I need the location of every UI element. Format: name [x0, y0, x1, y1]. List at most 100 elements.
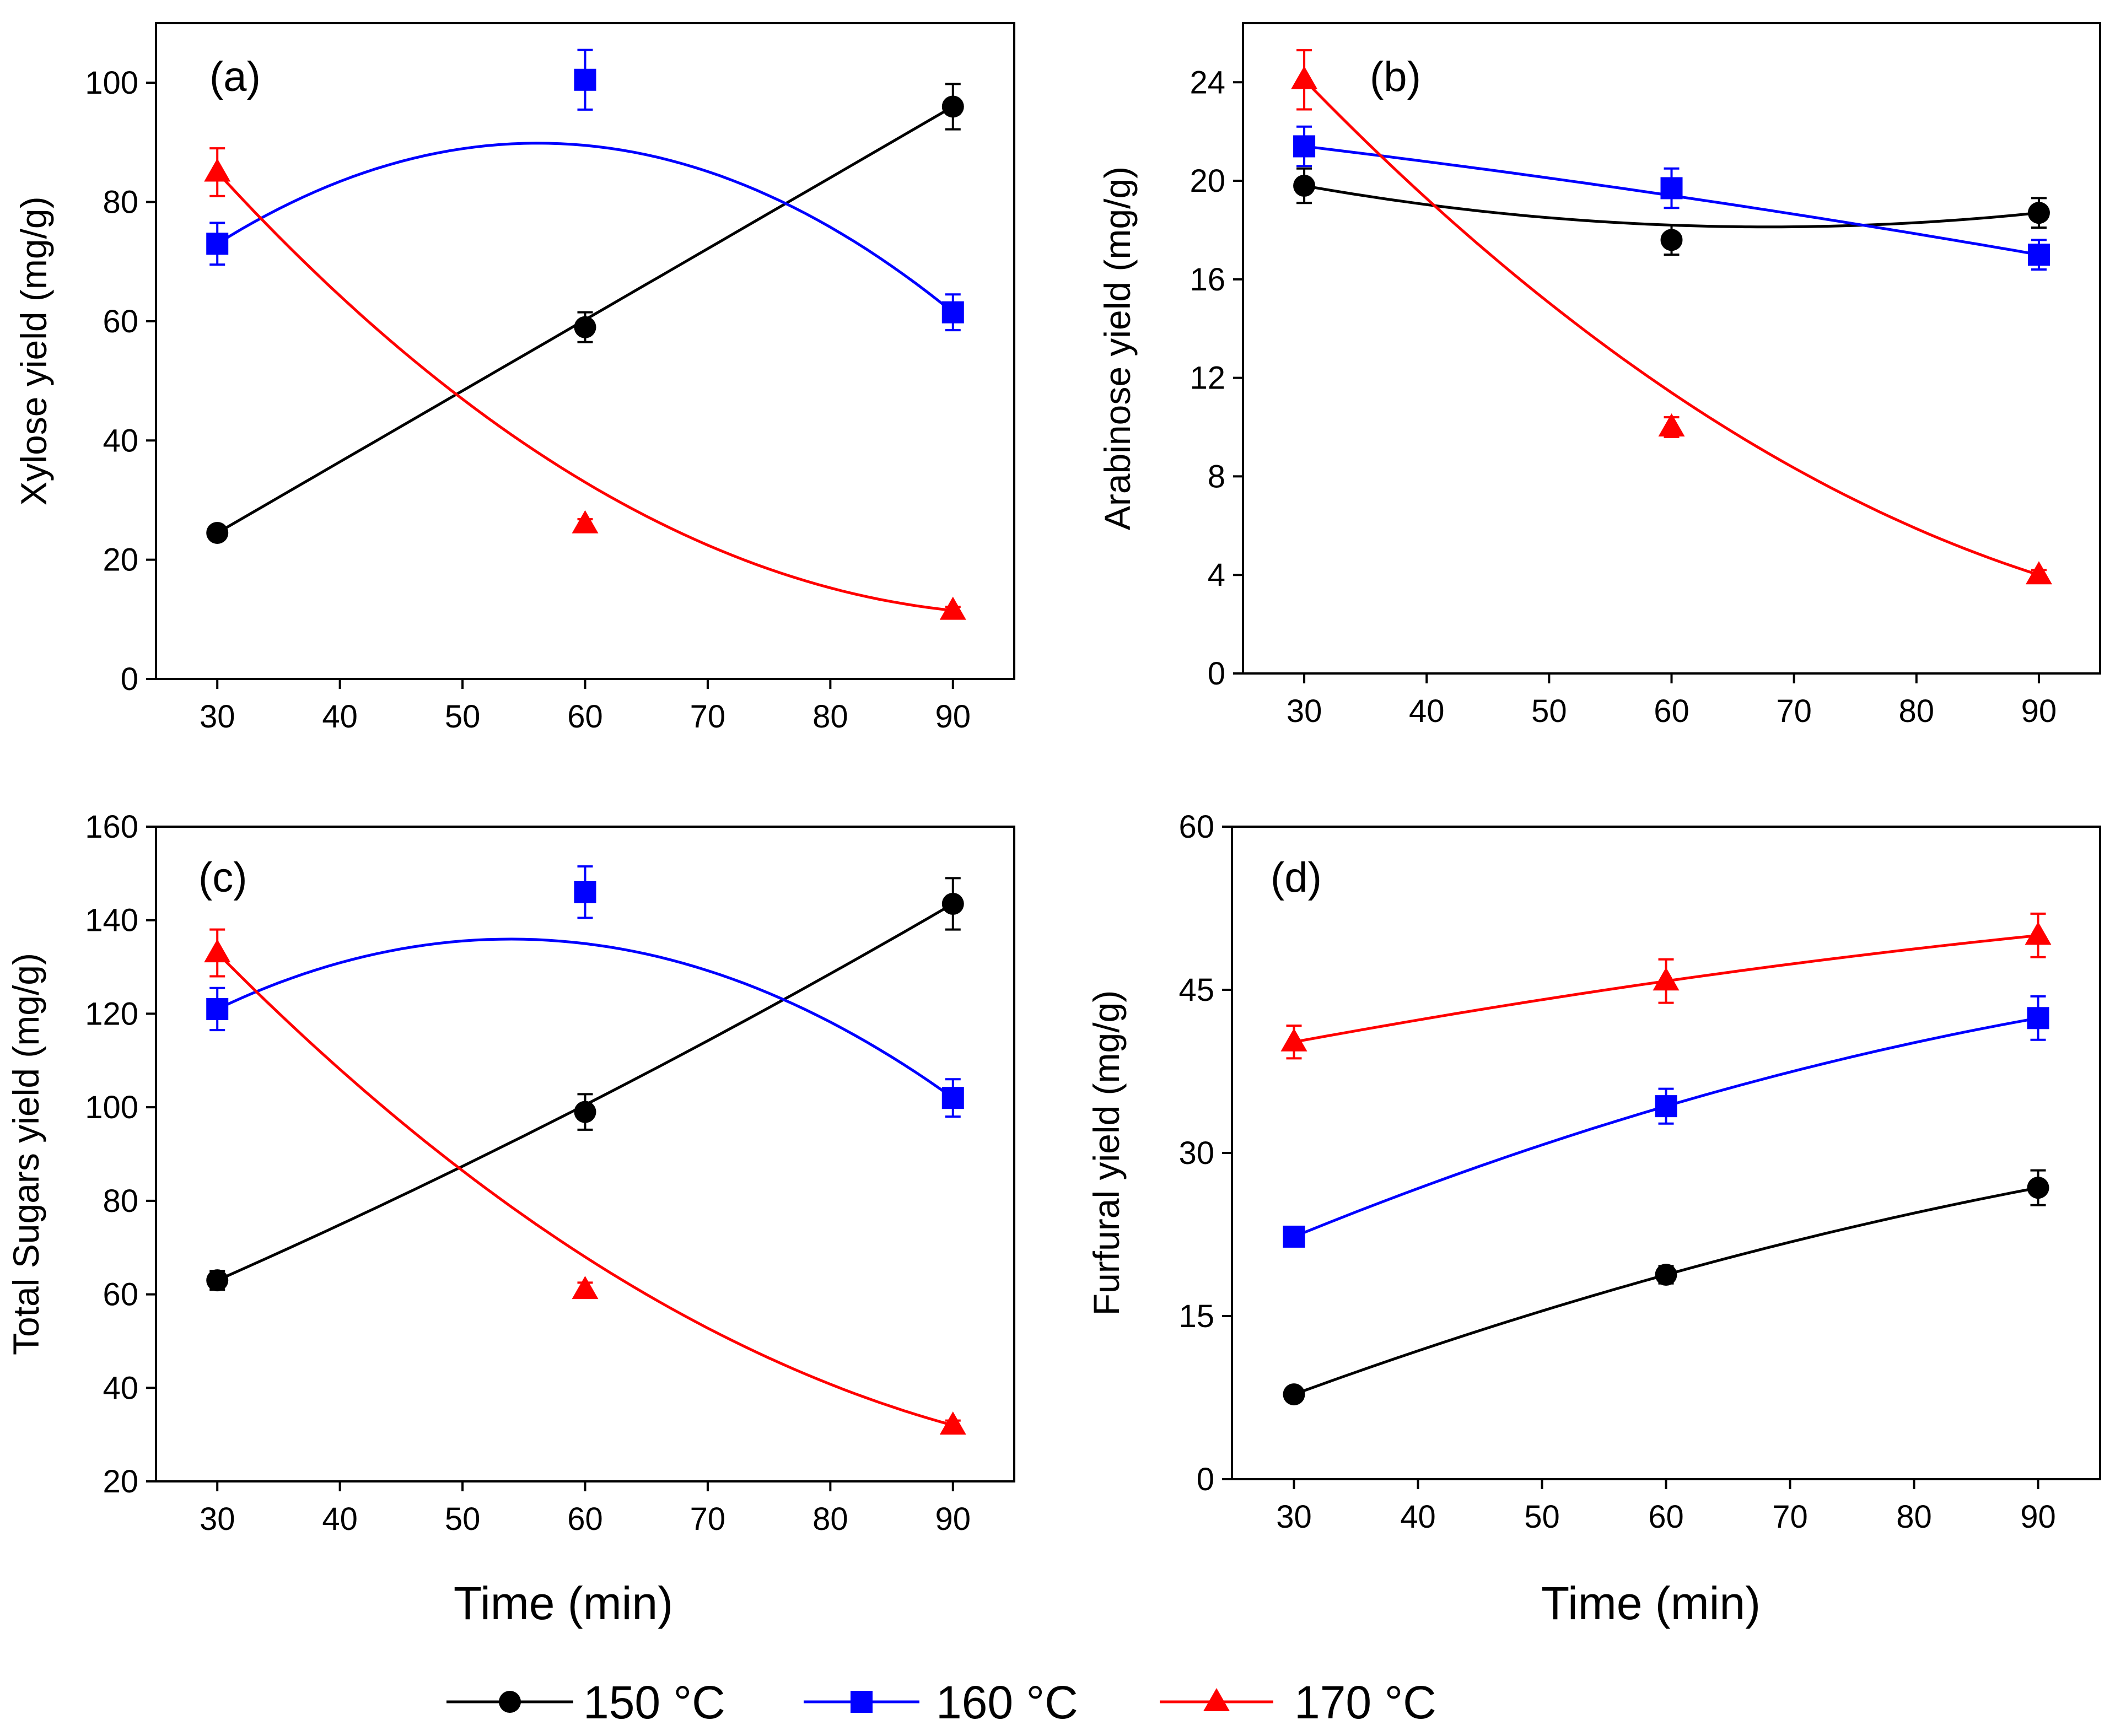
y-tick-label: 0 [1208, 656, 1225, 692]
x-tick-label: 40 [322, 699, 358, 735]
x-tick-label: 70 [1772, 1499, 1808, 1535]
x-tick-label: 40 [1400, 1499, 1436, 1535]
y-tick-label: 100 [85, 65, 138, 101]
x-tick-label: 60 [1654, 693, 1689, 729]
data-point [206, 998, 229, 1020]
legend-label: 160 °C [936, 1676, 1078, 1728]
y-tick-label: 120 [85, 996, 138, 1032]
y-tick-label: 20 [103, 542, 138, 578]
xaxis-title-right: Time (min) [1541, 1577, 1761, 1629]
data-point [1291, 66, 1318, 89]
plot-frame [155, 826, 1015, 1482]
x-tick-label: 60 [567, 1501, 603, 1537]
series-fit-line [216, 142, 954, 314]
data-point [941, 95, 964, 118]
y-tick-label: 0 [1197, 1462, 1214, 1497]
y-tick-label: 80 [103, 1183, 138, 1219]
y-axis-title: Furfural yield (mg/g) [1086, 990, 1127, 1316]
series-2 [1283, 995, 2049, 1248]
chart-panel-1: 30 40 50 60 70 80 90 0 20 40 60 80 100 Xylose yield (… [13, 22, 1015, 735]
data-point [1655, 1264, 1677, 1286]
y-tick-label: 40 [103, 1370, 138, 1406]
x-tick-label: 60 [567, 699, 603, 735]
data-point [1660, 177, 1683, 200]
y-tick-label: 40 [103, 423, 138, 459]
x-tick-label: 50 [445, 699, 481, 735]
data-point [2025, 561, 2052, 585]
x-tick-label: 30 [200, 1501, 235, 1537]
data-point [1658, 413, 1685, 437]
series-fit-line [217, 902, 954, 1282]
x-tick-label: 80 [812, 1501, 848, 1537]
legend-item-170: 170 °C [1160, 1676, 1436, 1728]
x-tick-label: 80 [1899, 693, 1935, 729]
x-tick-label: 90 [935, 699, 971, 735]
y-tick-label: 8 [1208, 459, 1225, 494]
series-1 [206, 83, 964, 544]
data-point [204, 158, 231, 182]
x-tick-label: 70 [1776, 693, 1812, 729]
x-tick-label: 50 [1531, 693, 1567, 729]
x-tick-label: 70 [690, 699, 726, 735]
y-tick-label: 140 [85, 903, 138, 939]
data-point [939, 1411, 966, 1435]
series-fit-line [217, 937, 954, 1099]
panel-label: (c) [198, 854, 247, 901]
data-point [574, 316, 596, 338]
series-2 [206, 48, 964, 332]
x-tick-label: 40 [1409, 693, 1445, 729]
y-tick-label: 160 [85, 809, 138, 845]
plot-frame [1231, 826, 2101, 1480]
chart-panel-4: 30 40 50 60 70 80 90 0 15 30 45 60 Furfural yield (m… [1086, 809, 2101, 1535]
x-tick-label: 80 [1896, 1499, 1932, 1535]
y-tick-label: 60 [103, 304, 138, 339]
data-point [2027, 202, 2050, 224]
y-tick-label: 60 [1178, 809, 1214, 845]
x-tick-label: 60 [1648, 1499, 1684, 1535]
legend-marker [1203, 1688, 1230, 1711]
data-point [1283, 1225, 1305, 1248]
chart-panel-2: 30 40 50 60 70 80 90 0 4 8 12 16 20 24 Arabinose yield… [1097, 22, 2101, 729]
x-tick-label: 80 [812, 699, 848, 735]
y-axis-title: Xylose yield (mg/g) [13, 196, 54, 505]
data-point [572, 1276, 599, 1300]
x-tick-label: 40 [322, 1501, 358, 1537]
panel-label: (b) [1370, 53, 1421, 100]
series-3 [204, 928, 966, 1435]
x-tick-label: 90 [935, 1501, 971, 1537]
y-tick-label: 100 [85, 1090, 138, 1125]
legend-item-160: 160 °C [804, 1676, 1078, 1728]
x-tick-label: 30 [1276, 1499, 1312, 1535]
data-point [1283, 1383, 1305, 1406]
series-3 [204, 147, 966, 620]
y-tick-label: 80 [103, 185, 138, 220]
data-point [574, 1101, 596, 1123]
y-axis-title: Total Sugars yield (mg/g) [6, 953, 46, 1355]
data-point [206, 1269, 229, 1292]
panel-label: (a) [209, 53, 261, 100]
legend-item-150: 150 °C [446, 1676, 725, 1728]
data-point [1280, 1028, 1307, 1052]
y-tick-label: 45 [1178, 972, 1214, 1008]
series-2 [206, 865, 964, 1118]
y-tick-label: 12 [1190, 360, 1225, 396]
data-point [939, 596, 966, 620]
y-tick-label: 24 [1190, 64, 1225, 100]
data-point [1653, 967, 1680, 991]
x-tick-label: 70 [690, 1501, 726, 1537]
series-fit-line [1293, 1016, 2038, 1238]
x-tick-label: 30 [1287, 693, 1322, 729]
y-tick-label: 0 [121, 661, 138, 697]
data-point [206, 233, 229, 255]
x-tick-label: 90 [2020, 1499, 2056, 1535]
y-tick-label: 60 [103, 1277, 138, 1313]
series-1 [206, 877, 964, 1292]
y-tick-label: 20 [1190, 163, 1225, 199]
data-point [204, 939, 231, 963]
series-3 [1280, 912, 2052, 1060]
data-point [574, 881, 596, 903]
data-point [206, 521, 229, 544]
data-point [2027, 1007, 2049, 1029]
